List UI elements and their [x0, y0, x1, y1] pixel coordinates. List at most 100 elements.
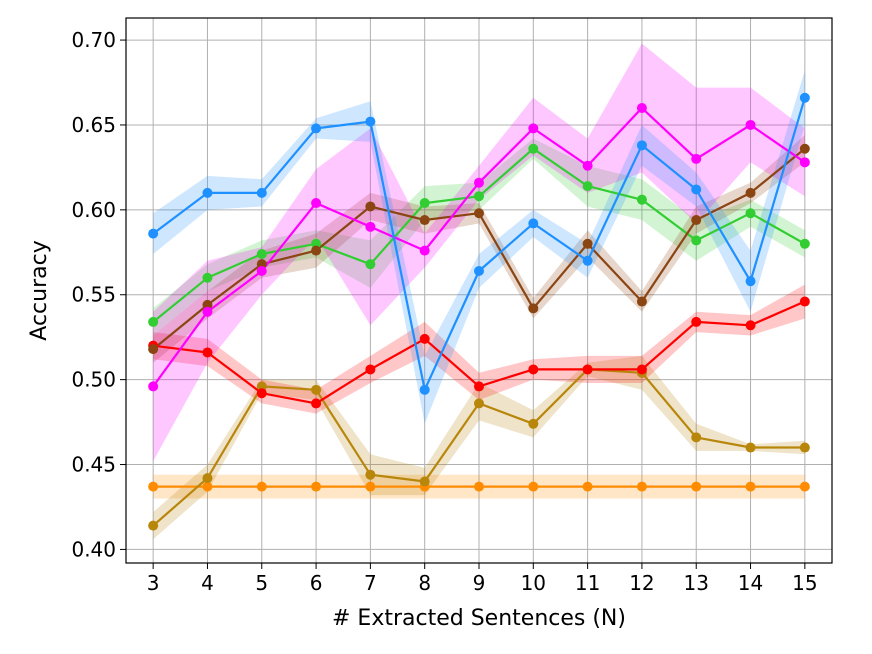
point-magenta — [419, 245, 430, 256]
y-tick-label: 0.40 — [71, 537, 116, 561]
point-brown — [419, 215, 430, 226]
point-orange — [636, 481, 647, 492]
point-gold — [311, 384, 322, 395]
point-green — [256, 248, 267, 259]
point-magenta — [528, 123, 539, 134]
band-gold — [153, 355, 805, 540]
point-orange — [311, 481, 322, 492]
point-orange — [148, 481, 159, 492]
point-blue — [148, 228, 159, 239]
band-red — [153, 284, 805, 414]
x-tick-label: 10 — [521, 571, 546, 595]
point-magenta — [691, 153, 702, 164]
point-red — [311, 398, 322, 409]
y-tick-label: 0.50 — [71, 368, 116, 392]
point-brown — [365, 201, 376, 212]
x-tick-label: 14 — [738, 571, 763, 595]
point-red — [419, 333, 430, 344]
point-orange — [365, 481, 376, 492]
point-brown — [582, 238, 593, 249]
point-red — [582, 364, 593, 375]
point-brown — [528, 303, 539, 314]
x-tick-label: 12 — [629, 571, 654, 595]
point-blue — [256, 187, 267, 198]
point-magenta — [636, 102, 647, 113]
point-blue — [202, 187, 213, 198]
point-magenta — [474, 177, 484, 188]
point-green — [691, 235, 702, 246]
point-orange — [202, 481, 213, 492]
point-green — [528, 143, 539, 154]
point-red — [256, 388, 267, 399]
x-tick-label: 5 — [255, 571, 268, 595]
point-green — [419, 198, 430, 209]
point-red — [365, 364, 376, 375]
point-gold — [419, 476, 430, 487]
point-orange — [474, 481, 484, 492]
point-red — [799, 296, 810, 307]
point-blue — [691, 184, 702, 195]
x-tick-label: 3 — [147, 571, 160, 595]
point-magenta — [256, 265, 267, 276]
x-tick-label: 6 — [310, 571, 323, 595]
series-markers — [148, 92, 810, 531]
point-green — [582, 181, 593, 192]
point-blue — [311, 123, 322, 134]
point-green — [365, 259, 376, 270]
point-orange — [256, 481, 267, 492]
band-blue — [153, 70, 805, 424]
point-magenta — [365, 221, 376, 232]
point-magenta — [745, 119, 756, 130]
point-red — [202, 347, 213, 358]
point-blue — [474, 265, 484, 276]
point-gold — [528, 418, 539, 429]
y-tick-label: 0.45 — [71, 453, 116, 477]
point-brown — [745, 187, 756, 198]
point-brown — [799, 143, 810, 154]
point-green — [148, 316, 159, 327]
point-gold — [365, 469, 376, 480]
point-gold — [474, 398, 484, 409]
point-green — [745, 208, 756, 219]
axes: 3 4 5 6 7 8 9 10 11 12 13 14 15 0.40 0.45 0.50 0.55 0.60 0… — [71, 28, 817, 595]
point-magenta — [311, 198, 322, 209]
point-orange — [582, 481, 593, 492]
point-red — [745, 320, 756, 331]
point-brown — [691, 215, 702, 226]
point-blue — [745, 276, 756, 287]
point-brown — [636, 296, 647, 307]
point-magenta — [148, 381, 159, 392]
point-gold — [202, 473, 213, 484]
y-tick-label: 0.60 — [71, 198, 116, 222]
point-gold — [799, 442, 810, 453]
x-tick-label: 7 — [364, 571, 377, 595]
point-magenta — [582, 160, 593, 171]
point-brown — [148, 344, 159, 355]
point-green — [474, 191, 484, 202]
x-tick-label: 11 — [575, 571, 600, 595]
y-axis-label: Accuracy — [27, 240, 52, 340]
point-brown — [311, 245, 322, 256]
point-brown — [474, 208, 484, 219]
point-red — [691, 316, 702, 327]
point-orange — [745, 481, 756, 492]
point-magenta — [799, 157, 810, 168]
point-blue — [636, 140, 647, 151]
point-green — [799, 238, 810, 249]
point-green — [202, 272, 213, 283]
point-gold — [148, 520, 159, 531]
point-blue — [799, 92, 810, 103]
point-orange — [528, 481, 539, 492]
x-axis-label: # Extracted Sentences (N) — [332, 606, 626, 631]
point-orange — [691, 481, 702, 492]
band-green — [153, 138, 805, 336]
point-blue — [419, 384, 430, 395]
point-blue — [582, 255, 593, 266]
point-red — [528, 364, 539, 375]
x-tick-label: 4 — [201, 571, 214, 595]
point-green — [636, 194, 647, 205]
x-tick-label: 15 — [792, 571, 817, 595]
x-tick-label: 8 — [418, 571, 431, 595]
point-gold — [745, 442, 756, 453]
